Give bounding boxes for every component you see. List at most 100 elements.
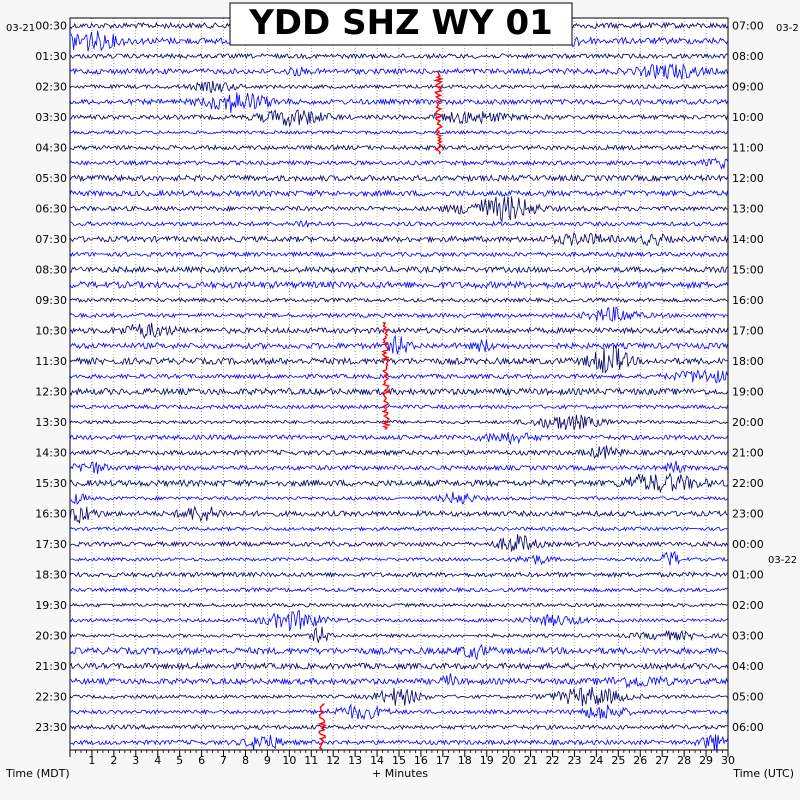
trace-row: [69, 414, 728, 430]
x-tick-label: 8: [242, 754, 249, 767]
trace-row: [69, 626, 728, 643]
trace-row: [69, 63, 728, 80]
left-time-label: 20:30: [35, 630, 67, 643]
x-tick-label: 13: [348, 754, 362, 767]
trace-row: [69, 586, 728, 594]
right-time-label: 18:00: [732, 355, 764, 368]
trace-row: [69, 280, 728, 290]
trace-row: [69, 189, 728, 198]
left-time-label: 19:30: [35, 599, 67, 612]
chart-title: YDD SHZ WY 01: [248, 3, 553, 43]
x-tick-label: 2: [110, 754, 117, 767]
x-tick-label: 7: [220, 754, 227, 767]
date-right-top-label: 03-2: [776, 23, 799, 34]
left-time-label: 23:30: [35, 721, 67, 734]
trace-row: [69, 505, 728, 524]
right-time-label: 21:00: [732, 447, 764, 460]
event-traces: [317, 70, 444, 750]
trace-row: [69, 703, 728, 720]
trace-row: [69, 129, 728, 135]
right-time-label: 00:00: [732, 538, 764, 551]
trace-row: [69, 80, 728, 94]
x-tick-label: 1: [88, 754, 95, 767]
left-time-label: 01:30: [35, 50, 67, 63]
left-time-label: 10:30: [35, 325, 67, 338]
x-tick-label: 10: [282, 754, 296, 767]
x-tick-label: 15: [392, 754, 406, 767]
trace-row: [69, 472, 728, 494]
event-trace: [432, 70, 444, 155]
x-tick-label: 22: [546, 754, 560, 767]
trace-row: [69, 196, 728, 223]
left-time-label: 05:30: [35, 172, 67, 185]
trace-row: [69, 686, 728, 707]
trace-row: [69, 491, 728, 505]
left-time-label: 04:30: [35, 142, 67, 155]
trace-row: [69, 673, 728, 689]
trace-row: [69, 369, 728, 384]
right-time-label: 17:00: [732, 325, 764, 338]
date-left-label: 03-21: [6, 23, 35, 34]
trace-row: [69, 109, 728, 128]
event-trace: [380, 322, 392, 431]
x-tick-label: 29: [699, 754, 713, 767]
x-tick-label: 28: [677, 754, 691, 767]
trace-row: [69, 232, 728, 247]
y-label-left: Time (MDT): [5, 767, 70, 780]
x-tick-label: 26: [633, 754, 647, 767]
x-axis-label: + Minutes: [372, 767, 428, 780]
trace-row: [69, 403, 728, 410]
x-tick-label: 14: [370, 754, 384, 767]
left-time-labels: 00:30 01:30 02:30 03:30 04:30 05:30 06:30 07:30…: [35, 20, 67, 735]
event-trace: [317, 703, 327, 750]
trace-row: [69, 723, 728, 731]
trace-row: [69, 533, 728, 552]
right-time-label: 04:00: [732, 660, 764, 673]
trace-row: [69, 144, 728, 152]
right-time-label: 22:00: [732, 477, 764, 490]
right-time-label: 20:00: [732, 416, 764, 429]
trace-row: [69, 334, 728, 355]
right-time-label: 11:00: [732, 142, 764, 155]
right-time-label: 23:00: [732, 508, 764, 521]
left-time-label: 14:30: [35, 447, 67, 460]
right-time-label: 05:00: [732, 691, 764, 704]
x-tick-label: 20: [502, 754, 516, 767]
right-time-label: 10:00: [732, 111, 764, 124]
trace-row: [69, 52, 728, 60]
left-time-label: 06:30: [35, 203, 67, 216]
x-tick-label: 5: [176, 754, 183, 767]
trace-row: [69, 432, 728, 446]
right-time-labels: 07:00 08:00 09:00 10:00 11:00 12:00 13:00 14:00…: [732, 20, 764, 735]
left-time-label: 13:30: [35, 416, 67, 429]
right-time-label: 13:00: [732, 203, 764, 216]
x-tick-label: 25: [611, 754, 625, 767]
seismic-traces: [69, 21, 728, 753]
x-tick-label: 4: [154, 754, 161, 767]
left-time-label: 12:30: [35, 386, 67, 399]
trace-row: [69, 734, 728, 753]
trace-row: [69, 571, 728, 579]
x-tick-label: 27: [655, 754, 669, 767]
right-time-label: 03:00: [732, 630, 764, 643]
x-tick-label: 12: [326, 754, 340, 767]
trace-row: [69, 345, 728, 374]
left-time-label: 15:30: [35, 477, 67, 490]
x-tick-label: 23: [567, 754, 581, 767]
trace-row: [69, 445, 728, 459]
left-time-label: 02:30: [35, 81, 67, 94]
trace-row: [69, 661, 728, 671]
right-time-label: 19:00: [732, 386, 764, 399]
trace-row: [69, 92, 728, 114]
left-time-label: 00:30: [35, 20, 67, 33]
trace-row: [69, 387, 728, 397]
trace-row: [69, 173, 728, 183]
left-time-label: 17:30: [35, 538, 67, 551]
right-time-label: 07:00: [732, 20, 764, 33]
right-time-label: 08:00: [732, 50, 764, 63]
trace-row: [69, 602, 728, 608]
left-time-label: 11:30: [35, 355, 67, 368]
right-time-label: 02:00: [732, 599, 764, 612]
trace-row: [69, 643, 728, 661]
x-tick-label: 17: [436, 754, 450, 767]
